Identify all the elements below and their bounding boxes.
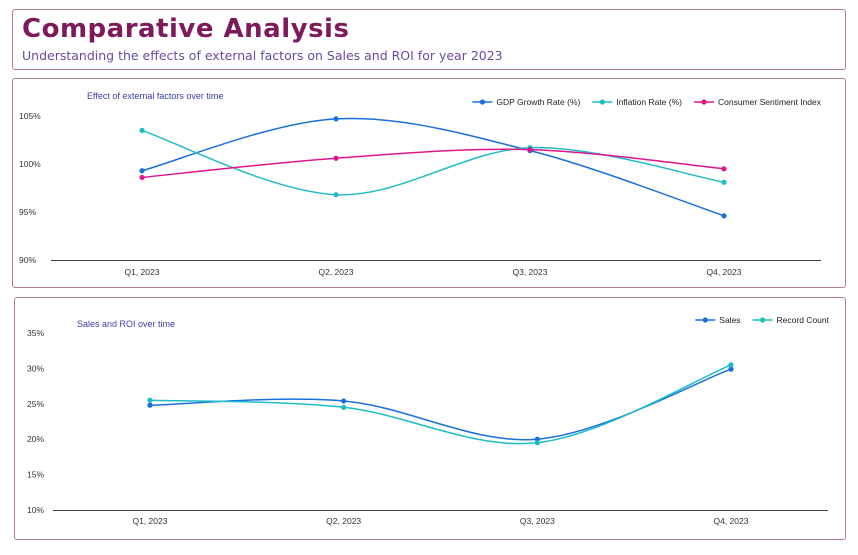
series-line-gdp-growth-rate bbox=[141, 117, 725, 217]
y-tick-label: 20% bbox=[27, 434, 44, 444]
legend-marker-record-count bbox=[759, 317, 766, 323]
data-point-sales bbox=[147, 402, 153, 408]
legend-marker-sales bbox=[702, 317, 708, 323]
data-point-inflation-rate bbox=[333, 192, 339, 198]
chart-title: Sales and ROI over time bbox=[77, 319, 175, 329]
sales-roi-chart-panel: Sales and ROI over time 10% 15% 20% 25% 30% 35… bbox=[14, 297, 846, 540]
x-tick-label: Q3, 2023 bbox=[513, 267, 548, 277]
page-subtitle: Understanding the effects of external fa… bbox=[22, 48, 503, 63]
y-tick-label: 10% bbox=[27, 505, 44, 515]
x-tick-label: Q1, 2023 bbox=[133, 516, 168, 526]
legend-marker-gdp-growth-rate bbox=[479, 99, 486, 105]
y-tick-label: 100% bbox=[19, 159, 41, 169]
data-point-gdp-growth-rate bbox=[333, 116, 339, 122]
series-line-record-count bbox=[149, 364, 732, 445]
data-point-sales bbox=[728, 366, 734, 372]
legend-label-inflation-rate: Inflation Rate (%) bbox=[616, 97, 682, 107]
legend-marker-consumer-sentiment-index bbox=[701, 99, 707, 105]
data-point-consumer-sentiment-index bbox=[333, 155, 339, 161]
series-line-consumer-sentiment-index bbox=[141, 148, 725, 179]
x-tick-label: Q2, 2023 bbox=[319, 267, 354, 277]
legend-label-sales: Sales bbox=[719, 315, 740, 325]
legend-label-record-count: Record Count bbox=[777, 315, 830, 325]
y-tick-label: 95% bbox=[19, 207, 36, 217]
data-point-record-count bbox=[147, 397, 153, 403]
y-tick-label: 30% bbox=[27, 363, 44, 373]
y-tick-label: 90% bbox=[19, 255, 36, 265]
y-tick-label: 25% bbox=[27, 399, 44, 409]
sales-roi-chart: Sales and ROI over time 10% 15% 20% 25% 30% 35… bbox=[27, 315, 830, 526]
x-tick-label: Q3, 2023 bbox=[520, 516, 555, 526]
x-tick-label: Q2, 2023 bbox=[326, 516, 361, 526]
data-point-consumer-sentiment-index bbox=[139, 174, 145, 181]
data-point-gdp-growth-rate bbox=[721, 213, 727, 219]
x-tick-label: Q4, 2023 bbox=[707, 267, 742, 277]
external-factors-chart: Effect of external factors over time 90% 9… bbox=[19, 91, 822, 277]
y-tick-label: 105% bbox=[19, 111, 41, 121]
data-point-record-count bbox=[534, 440, 540, 446]
legend-marker-inflation-rate bbox=[599, 99, 605, 105]
chart-title: Effect of external factors over time bbox=[87, 91, 223, 101]
data-point-inflation-rate bbox=[721, 179, 727, 185]
data-point-consumer-sentiment-index bbox=[527, 147, 533, 153]
data-point-sales bbox=[341, 398, 347, 404]
x-tick-label: Q1, 2023 bbox=[125, 267, 160, 277]
y-tick-label: 15% bbox=[27, 470, 44, 480]
x-tick-label: Q4, 2023 bbox=[714, 516, 749, 526]
header-panel: Comparative Analysis Understanding the e… bbox=[12, 9, 846, 70]
data-point-record-count bbox=[728, 362, 734, 368]
page-title: Comparative Analysis bbox=[22, 14, 350, 44]
legend-label-gdp-growth-rate: GDP Growth Rate (%) bbox=[496, 97, 580, 107]
external-factors-chart-panel: Effect of external factors over time 90% 9… bbox=[12, 78, 846, 288]
data-point-inflation-rate bbox=[139, 127, 145, 133]
data-point-record-count bbox=[341, 404, 347, 410]
series-line-inflation-rate bbox=[141, 129, 725, 196]
series-line-sales bbox=[149, 368, 732, 441]
legend-label-consumer-sentiment-index: Consumer Sentiment Index bbox=[718, 97, 822, 107]
data-point-consumer-sentiment-index bbox=[721, 166, 727, 172]
y-tick-label: 35% bbox=[27, 328, 44, 338]
data-point-gdp-growth-rate bbox=[139, 168, 145, 174]
